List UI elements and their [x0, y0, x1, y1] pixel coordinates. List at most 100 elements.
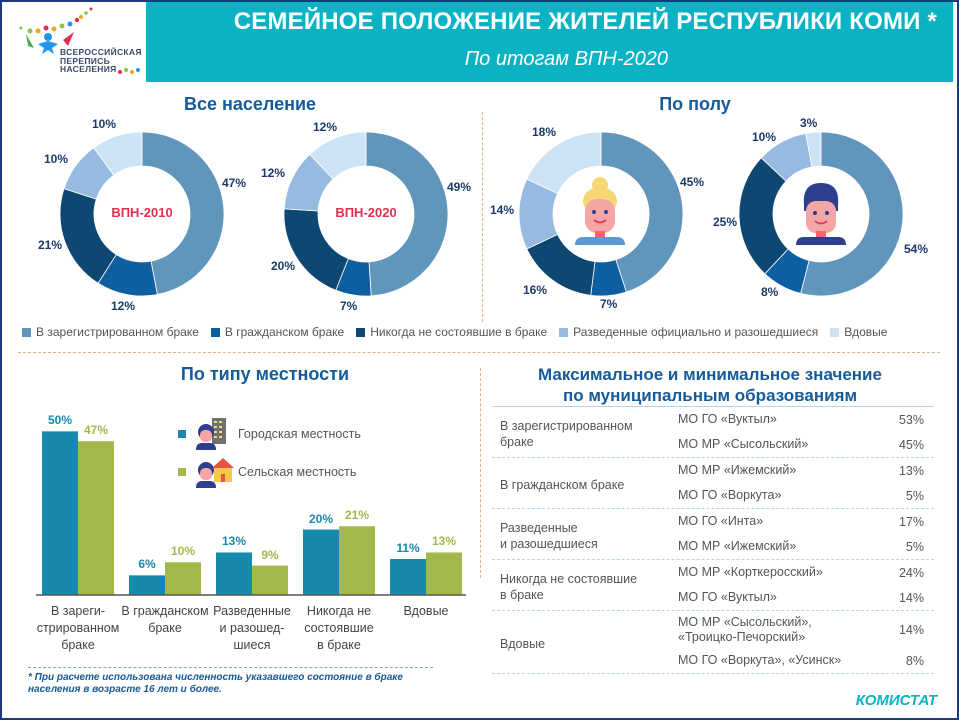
bar-category-label: Вдовые	[381, 603, 471, 620]
municipality-name: МО ГО «Воркута»	[678, 488, 884, 503]
table-category-line: и разошедшиеся	[500, 537, 598, 551]
legend-swatch	[559, 327, 569, 337]
category-label-line: в браке	[317, 638, 361, 652]
legend-label-urban: Городская местность	[238, 427, 361, 441]
category-label-line: Разведенные	[213, 604, 291, 618]
slice-label: 14%	[490, 203, 515, 217]
table-category-line: в браке	[500, 588, 544, 602]
header-banner: СЕМЕЙНОЕ ПОЛОЖЕНИЕ ЖИТЕЛЕЙ РЕСПУБЛИКИ КО…	[146, 2, 953, 82]
donut-slice-registered	[141, 131, 225, 296]
table-title-line: Максимальное и минимальное значение	[538, 365, 882, 384]
bar-value-label: 20%	[308, 511, 334, 526]
rural-person-icon	[196, 458, 234, 488]
category-label-line: В зареги-	[50, 604, 106, 618]
bar-category-label: Никогда не состоявшие в браке	[294, 603, 384, 654]
page-title: СЕМЕЙНОЕ ПОЛОЖЕНИЕ ЖИТЕЛЕЙ РЕСПУБЛИКИ КО…	[233, 8, 937, 35]
donut-slice-widowed	[93, 131, 143, 176]
table-group: В гражданском браке МО МР «Ижемский» 13% МО…	[492, 457, 934, 508]
footnote-divider	[28, 667, 433, 668]
donut-legend: В зарегистрированном браке В гражданском…	[22, 325, 899, 339]
bar-chart-by-locality	[36, 431, 466, 596]
table-row: МО МР «Сысольский» 45%	[492, 432, 934, 457]
table-group: Никогда не состоявшие в браке МО МР «Кортк…	[492, 559, 934, 610]
municipality-line: «Троицко-Печорский»	[678, 629, 806, 644]
table-category: В гражданском браке	[500, 477, 670, 493]
bar-value-label: 9%	[261, 547, 279, 562]
donut-chart-2020	[283, 131, 449, 297]
bar-value-label: 47%	[83, 423, 109, 438]
vertical-divider	[480, 368, 481, 578]
municipality-name: МО ГО «Инта»	[678, 514, 884, 529]
slice-label: 10%	[44, 152, 69, 166]
table-category-line: Вдовые	[500, 637, 546, 651]
table-category-line: браке	[500, 435, 534, 449]
legend-swatch	[356, 327, 366, 337]
slice-label: 45%	[680, 175, 705, 189]
horizontal-divider	[18, 352, 940, 353]
municipality-value: 24%	[898, 565, 924, 580]
bar-urban	[216, 552, 252, 595]
legend-label-rural: Сельская местность	[238, 465, 357, 479]
section-title-by-locality: По типу местности	[180, 364, 350, 384]
donut-slice-widowed	[526, 131, 602, 195]
bar-rural	[165, 562, 201, 595]
legend-swatch-rural	[178, 468, 186, 476]
table-category: Никогда не состоявшие в браке	[500, 571, 670, 603]
slice-label: 25%	[713, 215, 738, 229]
bar-urban	[42, 431, 78, 595]
municipality-value: 14%	[898, 622, 924, 637]
municipality-line: МО МР «Ижемский»	[678, 539, 797, 553]
donut-chart-men	[738, 131, 904, 297]
legend-swatch	[830, 327, 840, 337]
bar-rural	[426, 552, 462, 595]
vertical-divider	[482, 112, 483, 322]
census-logo-icon	[19, 7, 140, 74]
municipality-line: МО ГО «Вуктыл»	[678, 412, 777, 426]
legend-label: Вдовые	[844, 325, 888, 339]
table-row: МО МР «Ижемский» 13%	[492, 458, 934, 483]
bar-category-label: В гражданском браке	[120, 603, 210, 637]
donut-slice-widowed	[309, 131, 367, 180]
slice-label: 18%	[532, 125, 557, 139]
category-label-line: шиеся	[233, 638, 271, 652]
woman-icon	[575, 177, 625, 245]
bar-value-label: 50%	[47, 413, 73, 428]
category-label-line: Никогда не	[306, 604, 372, 618]
municipality-name: МО МР «Ижемский»	[678, 463, 884, 478]
table-category: В зарегистрированном браке	[500, 418, 670, 450]
section-title-all-population: Все население	[183, 94, 317, 114]
legend-item-widowed: Вдовые	[830, 325, 887, 339]
legend-label: Никогда не состоявшие в браке	[370, 325, 548, 339]
slice-label: 21%	[38, 238, 63, 252]
municipality-line: МО МР «Сысольский»	[678, 437, 809, 451]
table-category: Вдовые	[500, 636, 670, 652]
legend-swatch	[22, 327, 31, 337]
table-title-line: по муниципальным образованиям	[562, 386, 858, 405]
bar-value-label: 13%	[431, 534, 457, 549]
donut-chart-women	[518, 131, 684, 297]
donut-slice-registered	[800, 131, 904, 297]
municipality-name: МО ГО «Воркута», «Усинск»	[678, 653, 884, 668]
donut-chart-2010	[59, 131, 225, 297]
footnote: * При расчете использована численность у…	[28, 672, 403, 695]
bar-rural	[252, 565, 288, 595]
table-group: В зарегистрированном браке МО ГО «Вуктыл» 5…	[492, 406, 934, 457]
bar-rural	[339, 526, 375, 595]
section-title-by-sex: По полу	[659, 94, 731, 114]
table-category-line: В гражданском браке	[500, 478, 625, 492]
source-label: КОМИСТАТ	[855, 692, 937, 709]
slice-label: 16%	[523, 283, 548, 297]
table-row: МО МР «Сысольский», «Троицко-Печорский» 14…	[492, 611, 934, 648]
municipality-value: 8%	[905, 653, 924, 668]
donut-slice-registered	[365, 131, 449, 297]
logo-line: НАСЕЛЕНИЯ	[60, 64, 117, 74]
category-label-line: Вдовые	[403, 604, 449, 618]
municipality-value: 5%	[905, 539, 924, 554]
table-row: МО ГО «Вуктыл» 53%	[492, 407, 934, 432]
legend-label: Разведенные официально и разошедшиеся	[573, 325, 819, 339]
slice-label: 47%	[222, 176, 247, 190]
table-category-line: В зарегистрированном	[500, 419, 633, 433]
municipality-line: МО МР «Корткеросский»	[678, 565, 823, 579]
legend-item-registered: В зарегистрированном браке	[22, 325, 199, 339]
